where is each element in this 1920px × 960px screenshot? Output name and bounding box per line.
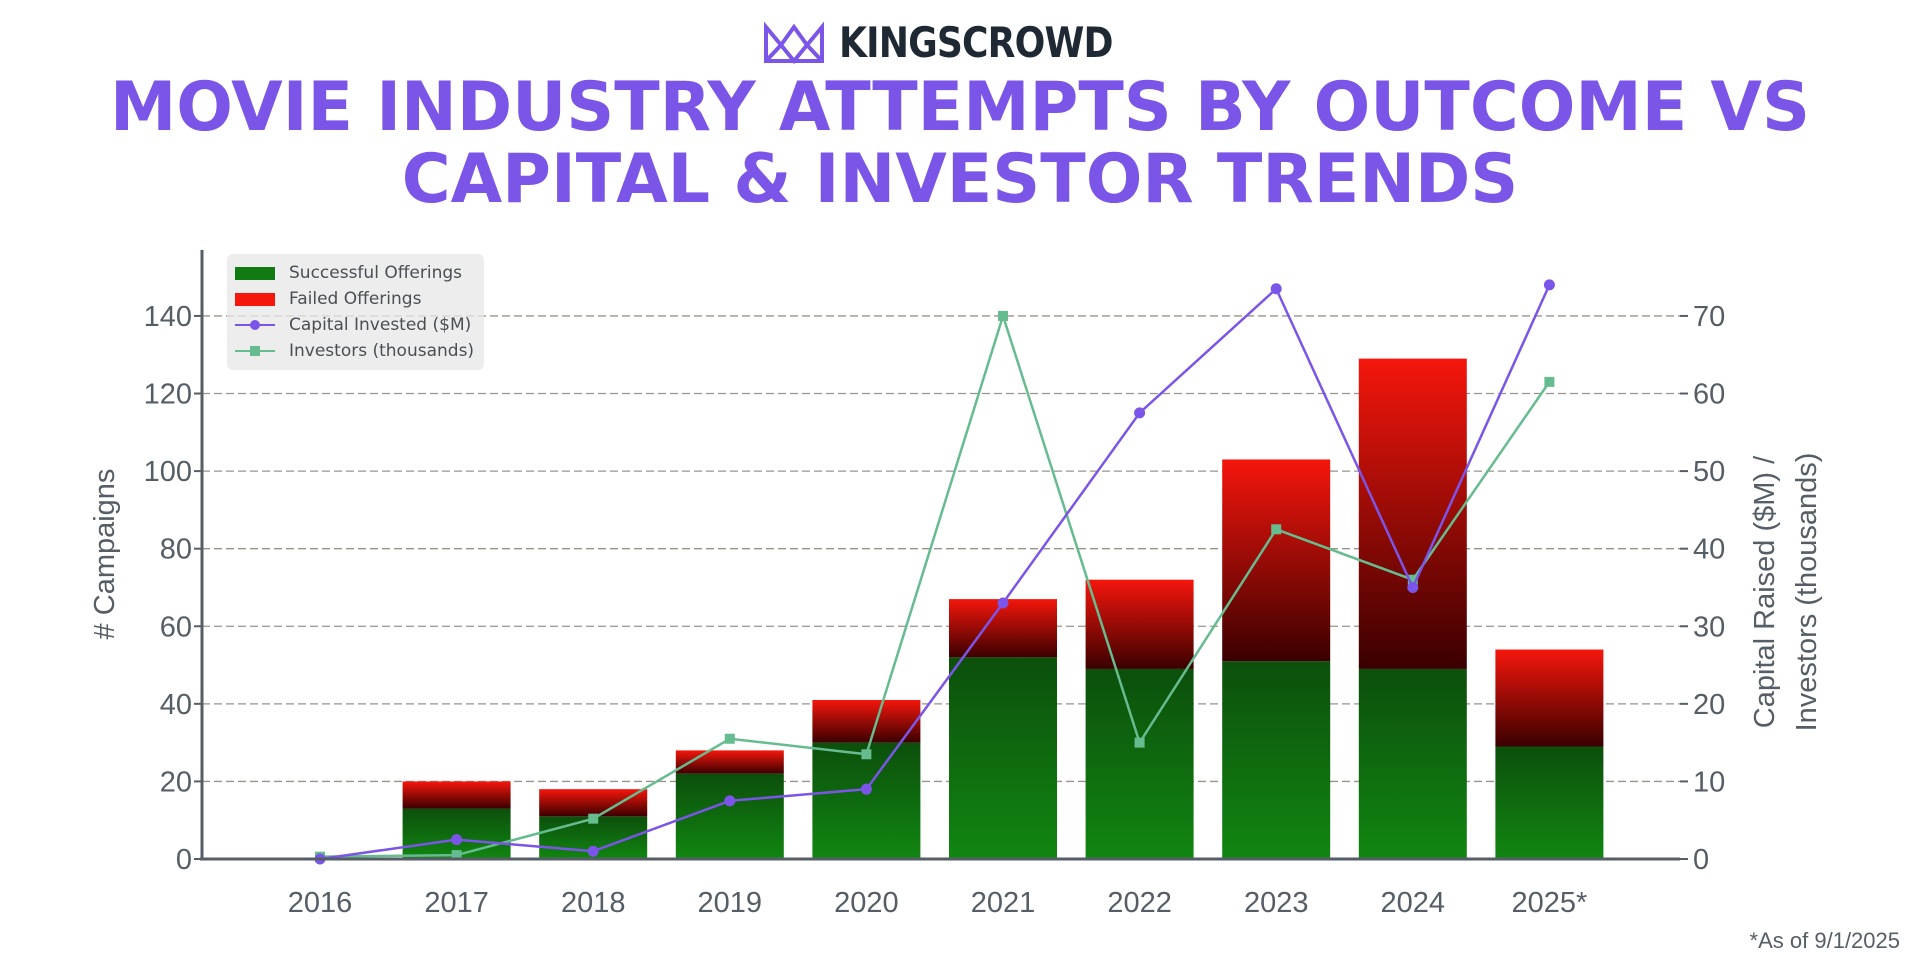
brand-name: KINGSCROWD	[838, 18, 1113, 67]
footnote: *As of 9/1/2025	[1749, 928, 1900, 953]
x-tick-label: 2022	[1107, 887, 1172, 919]
investors-point	[998, 310, 1008, 321]
legend-label-successful: Successful Offerings	[289, 263, 463, 283]
x-tick-label: 2018	[561, 887, 626, 919]
capital-line	[319, 284, 1551, 861]
x-tick-label: 2021	[971, 887, 1036, 919]
axes	[200, 250, 1680, 861]
chart-legend: Successful Offerings Failed Offerings Ca…	[227, 254, 485, 370]
capital-point	[860, 783, 872, 795]
bar-failed	[1085, 579, 1194, 669]
capital-point	[1270, 283, 1282, 295]
legend-item-failed: Failed Offerings	[235, 286, 474, 312]
legend-label-failed: Failed Offerings	[289, 289, 422, 309]
bar-failed	[949, 599, 1057, 658]
tick-labels: 0 20 40 60 80 100 120 140 0 10 20 30 40 50 60 70 2016 201…	[144, 301, 1726, 919]
bar-successful	[1495, 746, 1604, 859]
crown-icon	[763, 20, 824, 64]
capital-point	[451, 834, 463, 846]
legend-item-investors: Investors (thousands)	[235, 338, 474, 364]
y2-tick-label: 60	[1693, 379, 1725, 411]
bar-successful	[812, 742, 921, 859]
bar-failed	[1222, 459, 1331, 662]
capital-point	[1134, 407, 1146, 419]
y2-tick-label: 10	[1693, 766, 1725, 798]
y-tick-label: 140	[144, 301, 192, 333]
capital-point	[724, 795, 736, 807]
y-tick-label: 100	[144, 456, 192, 488]
y-tick-label: 0	[176, 844, 192, 876]
y-axis-label: # Campaigns	[89, 469, 121, 640]
bar-failed	[1358, 358, 1467, 669]
x-tick-label: 2017	[424, 887, 489, 919]
y2-axis-label-line-1: Capital Raised ($M) /	[1749, 455, 1781, 728]
capital-point	[997, 597, 1009, 609]
y-tick-label: 120	[144, 379, 192, 411]
capital-point	[1543, 279, 1555, 291]
x-tick-label: 2020	[834, 887, 899, 919]
investors-point	[861, 749, 872, 760]
y2-tick-label: 0	[1693, 844, 1709, 876]
bar-failed	[1495, 649, 1604, 747]
x-tick-label: 2016	[288, 887, 353, 919]
legend-item-successful: Successful Offerings	[235, 260, 474, 286]
investors-point	[588, 813, 599, 824]
legend-item-capital: Capital Invested ($M)	[235, 312, 474, 338]
y2-tick-label: 30	[1693, 611, 1725, 643]
investors-point	[1271, 524, 1282, 535]
bar-failed	[539, 789, 648, 817]
x-tick-label: 2023	[1244, 887, 1309, 919]
bar-successful	[675, 773, 784, 859]
bar-successful	[1222, 661, 1331, 859]
y-tick-label: 20	[160, 766, 192, 798]
x-tick-label: 2024	[1381, 887, 1446, 919]
chart-title-line-2: CAPITAL & INVESTOR TRENDS	[401, 140, 1519, 219]
capital-point	[587, 845, 599, 857]
bar-failed	[402, 781, 511, 809]
y2-axis-label-line-2: Investors (thousands)	[1791, 453, 1823, 732]
y2-tick-label: 50	[1693, 456, 1725, 488]
legend-swatch-successful	[235, 260, 275, 286]
legend-swatch-failed	[235, 286, 275, 312]
brand-header: KINGSCROWD	[0, 18, 1920, 67]
investors-point	[1407, 574, 1418, 585]
chart-title-line-1: MOVIE INDUSTRY ATTEMPTS BY OUTCOME VS	[109, 68, 1810, 147]
legend-label-investors: Investors (thousands)	[289, 341, 475, 361]
x-tick-label: 2025*	[1511, 887, 1587, 919]
y2-tick-label: 20	[1693, 689, 1725, 721]
investors-point	[451, 850, 462, 861]
bar-successful	[949, 657, 1057, 859]
bar-successful	[1358, 668, 1467, 859]
capital-point	[1407, 581, 1419, 593]
y2-tick-label: 70	[1693, 301, 1725, 333]
legend-swatch-capital	[235, 312, 275, 338]
x-tick-label: 2019	[698, 887, 763, 919]
series-lines	[314, 279, 1555, 865]
bar-failed	[675, 750, 784, 774]
legend-label-capital: Capital Invested ($M)	[289, 315, 472, 335]
y2-tick-label: 40	[1693, 534, 1725, 566]
y-tick-label: 60	[160, 611, 192, 643]
bar-successful	[1085, 668, 1194, 859]
legend-swatch-investors	[235, 338, 275, 364]
investors-line	[319, 311, 1551, 858]
investors-point	[724, 733, 735, 744]
y-tick-label: 40	[160, 689, 192, 721]
chart-title: MOVIE INDUSTRY ATTEMPTS BY OUTCOME VS CA…	[0, 72, 1920, 216]
investors-point	[1544, 376, 1555, 387]
y-tick-label: 80	[160, 534, 192, 566]
bar-failed	[812, 699, 921, 743]
bars	[402, 358, 1604, 859]
investors-point	[1134, 737, 1145, 748]
